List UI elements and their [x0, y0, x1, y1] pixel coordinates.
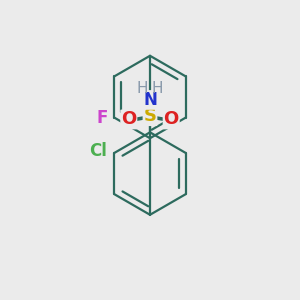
- Text: F: F: [96, 109, 108, 127]
- Text: S: S: [143, 107, 157, 125]
- Text: N: N: [143, 91, 157, 109]
- Text: O: O: [121, 110, 136, 128]
- Text: H: H: [152, 81, 163, 96]
- Text: H: H: [137, 81, 148, 96]
- Text: Cl: Cl: [89, 142, 107, 160]
- Text: O: O: [164, 110, 179, 128]
